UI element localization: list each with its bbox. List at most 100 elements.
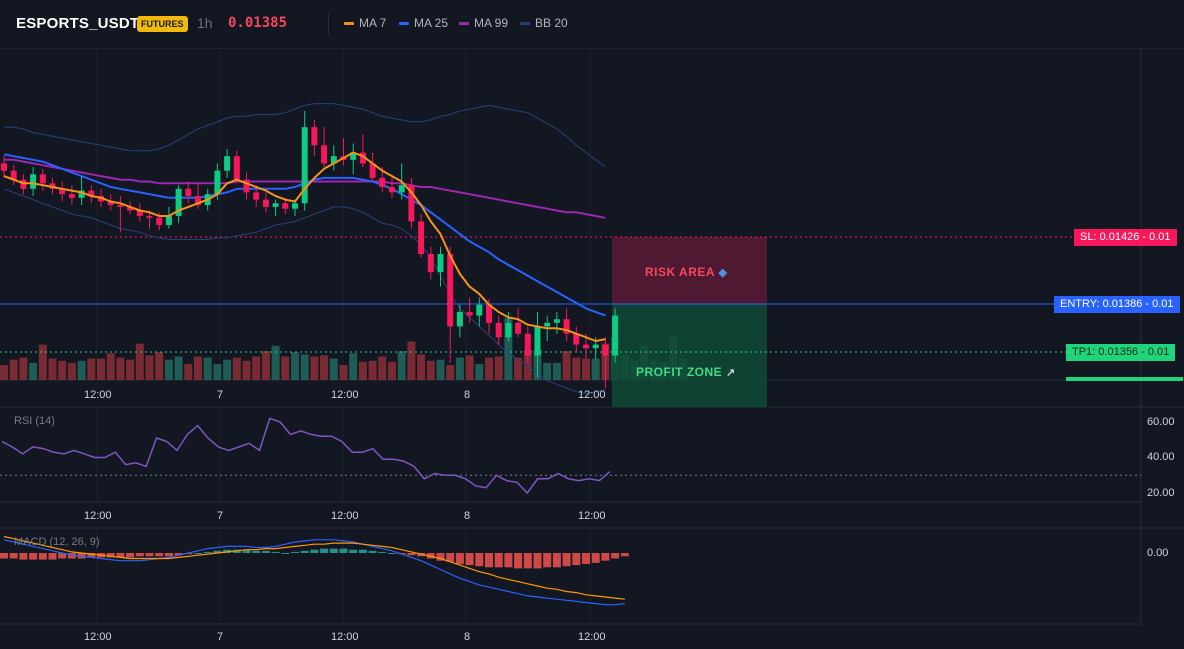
volume-bar [164, 359, 173, 380]
macd-histogram-bar [252, 550, 261, 553]
x-label-2: 7 [217, 389, 224, 401]
volume-bar [203, 357, 212, 380]
macd-histogram-bar [523, 553, 532, 569]
candle-body [476, 304, 483, 316]
legend-ma25[interactable]: MA 25 [399, 16, 448, 30]
volume-bar [291, 352, 299, 380]
legend-ma7[interactable]: MA 7 [344, 16, 386, 30]
x-label-1: 12:00 [84, 389, 112, 401]
macd-histogram-bar [271, 551, 280, 553]
volume-bar [29, 362, 38, 380]
volume-bar [0, 365, 8, 380]
candle-body [117, 205, 124, 207]
rsi-line [1, 417, 611, 495]
volume-bar [155, 352, 164, 380]
ma7-swatch [344, 21, 354, 25]
macd-histogram-bar [572, 553, 581, 566]
volume-bar [67, 362, 76, 380]
volume-bar [194, 356, 202, 380]
volume-bar [329, 358, 338, 380]
x-label-3: 12:00 [331, 389, 359, 401]
candle-body [292, 203, 298, 209]
volume-bar [436, 359, 445, 380]
macd-histogram-bar [300, 550, 309, 553]
volume-bar [504, 318, 513, 380]
candle-body [185, 188, 192, 197]
macd-histogram-bar [106, 553, 115, 558]
volume-bar [223, 359, 232, 380]
candle-body [262, 199, 269, 207]
macd-histogram-bar [126, 553, 135, 558]
volume-bar [300, 354, 309, 380]
macd-histogram-bar [261, 550, 270, 553]
macd-histogram-bar [0, 553, 8, 559]
profit-zone-label: PROFIT ZONE ↗ [636, 365, 736, 379]
macd-x-label-1: 12:00 [84, 631, 112, 643]
volume-bar [378, 356, 387, 380]
candle-body [165, 215, 172, 226]
candle-body [68, 194, 75, 198]
ma7-line [3, 151, 606, 342]
volume-bar [339, 365, 348, 380]
tp-marker-bar [1066, 377, 1183, 381]
volume-bar [407, 341, 416, 380]
symbol-title[interactable]: ESPORTS_USDT [16, 15, 140, 32]
macd-histogram-bar [9, 553, 18, 559]
macd-histogram-bar [455, 553, 464, 564]
macd-histogram-bar [552, 553, 561, 568]
macd-histogram-bar [29, 553, 38, 560]
candle-body [330, 156, 337, 164]
candle-body [1, 163, 7, 171]
macd-x-label-2: 7 [217, 631, 224, 643]
candle-body [486, 304, 492, 323]
candle-body [30, 174, 37, 189]
macd-histogram-bar [436, 553, 445, 561]
volume-bar [485, 357, 493, 380]
macd-histogram-bar [562, 553, 571, 567]
candle-body [602, 344, 609, 356]
macd-histogram-bar [242, 549, 251, 553]
volume-bar [9, 359, 18, 380]
volume-bar [397, 351, 406, 380]
candle-body [39, 174, 46, 184]
volume-bar [552, 362, 561, 380]
candle-body [156, 217, 163, 226]
candle-body [563, 319, 570, 334]
candle-body [253, 192, 260, 200]
macd-histogram-bar [358, 549, 367, 553]
x-label-4: 8 [464, 389, 471, 401]
candle-body [369, 163, 376, 178]
candle-body [107, 201, 114, 206]
candle-body [573, 333, 580, 345]
candle-body [437, 254, 444, 273]
volume-bar [582, 358, 590, 380]
macd-histogram-bar [135, 553, 144, 557]
volume-bar [349, 353, 358, 380]
macd-histogram-bar [48, 553, 57, 560]
volume-bar [368, 360, 377, 380]
rsi-label: RSI (14) [14, 415, 55, 427]
candle-body [544, 322, 551, 327]
ma99-swatch [459, 21, 469, 25]
volume-bar [19, 357, 28, 380]
macd-label: MACD (12, 26, 9) [14, 536, 100, 548]
timeframe-label[interactable]: 1h [197, 15, 213, 31]
candle-body [447, 254, 454, 327]
candle-body [350, 152, 357, 160]
profit-zone-text: PROFIT ZONE [636, 365, 723, 379]
macd-histogram-bar [514, 553, 523, 569]
legend-bb20-label: BB 20 [535, 16, 568, 30]
rocket-icon: ↗ [726, 367, 736, 379]
rsi-x-label-1: 12:00 [84, 510, 112, 522]
risk-area-text: RISK AREA [645, 265, 715, 279]
legend-ma99[interactable]: MA 99 [459, 16, 508, 30]
volume-bar [572, 357, 581, 380]
volume-bar [281, 356, 290, 380]
rsi-x-label-2: 7 [217, 510, 224, 522]
macd-histogram-bar [339, 548, 348, 553]
tp1-price-tag: TP1: 0.01356 - 0.01 [1066, 344, 1176, 361]
candle-body [136, 210, 143, 216]
legend-ma25-label: MA 25 [414, 16, 449, 30]
legend-bb20[interactable]: BB 20 [520, 16, 568, 30]
